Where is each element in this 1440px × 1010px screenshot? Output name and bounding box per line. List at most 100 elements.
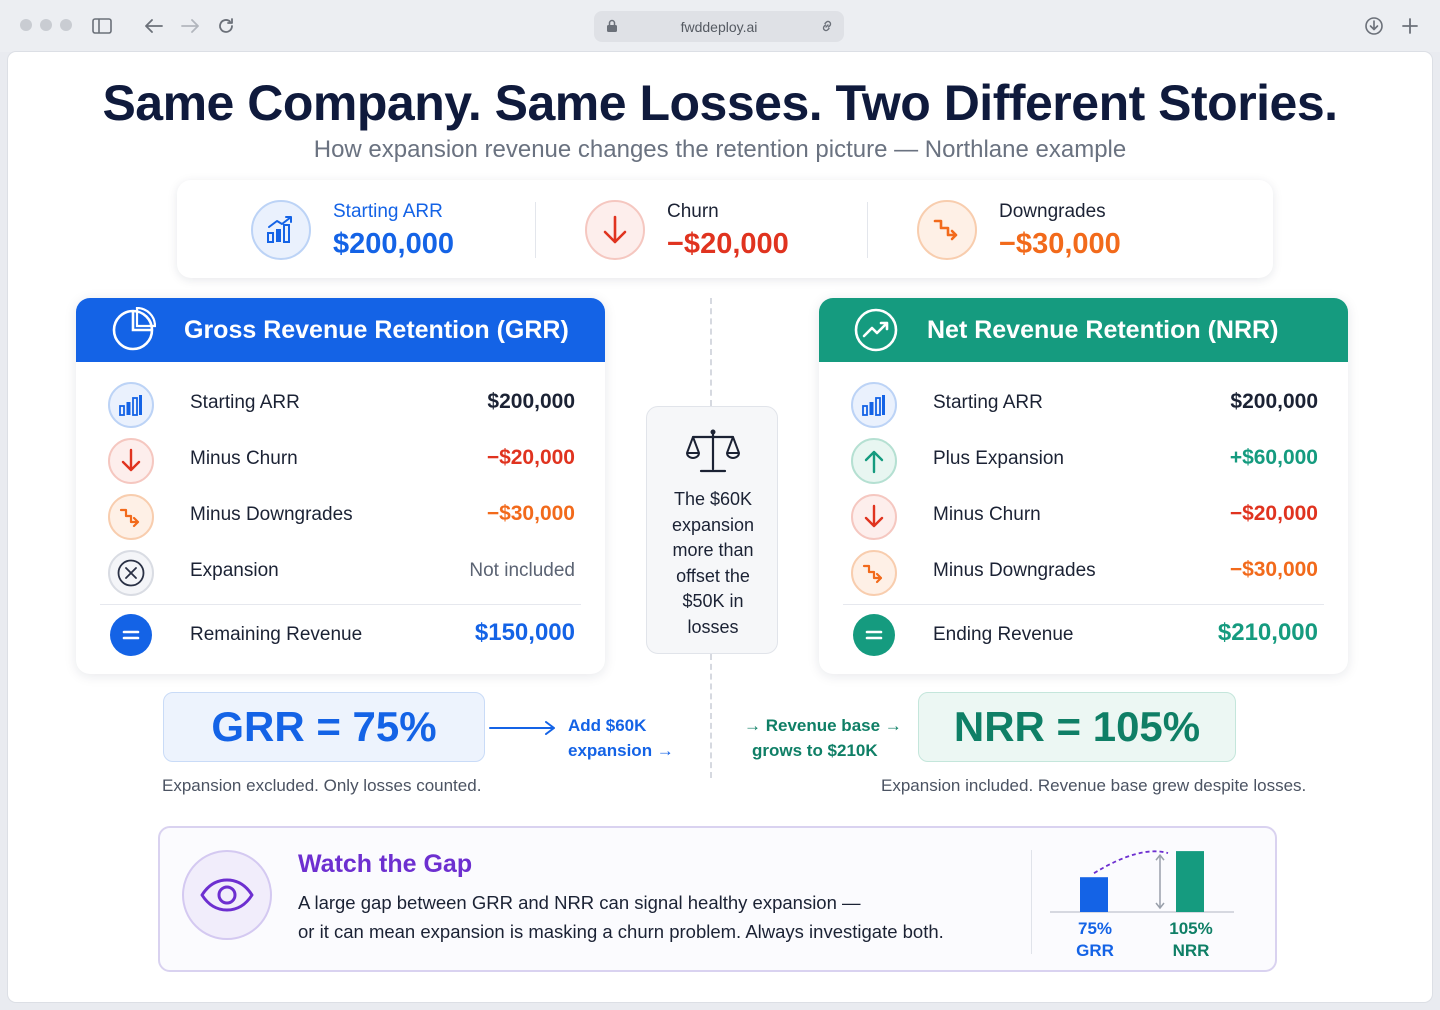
gap-height-arrow: [1155, 853, 1165, 910]
new-tab-icon[interactable]: [1398, 14, 1422, 38]
row-value: +$60,000: [1229, 446, 1318, 469]
summary-value: $200,000: [333, 228, 454, 260]
nrr-row-churn: Minus Churn −$20,000: [819, 488, 1348, 544]
bar-chart-icon: [108, 382, 154, 428]
page-content: Same Company. Same Losses. Two Different…: [8, 52, 1432, 1002]
row-value: Not included: [469, 560, 575, 581]
address-bar[interactable]: fwddeploy.ai: [594, 11, 844, 42]
sidebar-toggle-icon[interactable]: [90, 14, 114, 38]
equals-icon: [853, 614, 895, 656]
flow-line: grows to $210K: [752, 741, 878, 760]
nrr-divider: [843, 604, 1324, 605]
bar-pct: 75%: [1077, 919, 1113, 938]
grr-bar-label: 75% GRR: [1060, 918, 1130, 962]
pie-chart-icon: [108, 305, 158, 355]
x-circle-icon: [108, 550, 154, 596]
row-label: Expansion: [190, 560, 279, 581]
row-value: $150,000: [474, 619, 575, 646]
nrr-card-header: Net Revenue Retention (NRR): [819, 298, 1348, 362]
row-value: $200,000: [487, 390, 575, 413]
row-label: Starting ARR: [190, 392, 300, 413]
center-callout-text: The $60K expansion more than offset the …: [647, 487, 779, 640]
grr-row-total: Remaining Revenue $150,000: [76, 610, 605, 666]
gap-title: Watch the Gap: [298, 850, 473, 878]
bar-name: NRR: [1172, 941, 1210, 960]
nrr-row-downgrades: Minus Downgrades −$30,000: [819, 544, 1348, 600]
nrr-note: Expansion included. Revenue base grew de…: [881, 776, 1307, 795]
close-window-button[interactable]: [20, 19, 32, 31]
row-label: Minus Downgrades: [190, 504, 353, 525]
summary-value: −$20,000: [667, 228, 789, 260]
row-value: $210,000: [1217, 619, 1318, 646]
forward-arrow-icon[interactable]: [178, 14, 202, 38]
equals-icon: [110, 614, 152, 656]
minimize-window-button[interactable]: [40, 19, 52, 31]
grr-card-header: Gross Revenue Retention (GRR): [76, 298, 605, 362]
summary-strip: Starting ARR $200,000 Churn −$20,000 Dow…: [177, 180, 1273, 278]
callout-line: $50K in: [682, 591, 744, 611]
grr-flow-text: Add $60K expansion →: [568, 713, 674, 763]
nrr-bar-label: 105% NRR: [1156, 918, 1226, 962]
nrr-flow-text: → Revenue base → grows to $210K: [744, 713, 902, 763]
grr-heading: Gross Revenue Retention (GRR): [184, 315, 569, 344]
gap-arc: [1093, 850, 1169, 874]
arrow-up-icon: [851, 438, 897, 484]
arrow-down-icon: [585, 200, 645, 260]
row-value: −$20,000: [1229, 502, 1318, 525]
arrow-down-icon: [108, 438, 154, 484]
grr-row-churn: Minus Churn −$20,000: [76, 432, 605, 488]
lock-icon: [606, 19, 618, 36]
zoom-window-button[interactable]: [60, 19, 72, 31]
grr-row-expansion: Expansion Not included: [76, 544, 605, 600]
window-controls[interactable]: [20, 19, 72, 31]
arrow-down-icon: [851, 494, 897, 540]
flow-line: expansion →: [568, 741, 674, 760]
gap-text-line: or it can mean expansion is masking a ch…: [298, 921, 944, 942]
grr-note: Expansion excluded. Only losses counted.: [162, 776, 482, 795]
row-value: −$30,000: [486, 502, 575, 525]
row-label: Plus Expansion: [933, 448, 1064, 469]
flow-line: Add $60K: [568, 716, 647, 735]
row-label: Minus Downgrades: [933, 560, 1096, 581]
bar-chart-icon: [251, 200, 311, 260]
callout-line: more than: [672, 540, 754, 560]
step-down-icon: [108, 494, 154, 540]
grr-row-downgrades: Minus Downgrades −$30,000: [76, 488, 605, 544]
row-label: Starting ARR: [933, 392, 1043, 413]
callout-line: The $60K: [673, 489, 753, 509]
center-divider-top: [710, 298, 712, 406]
callout-line: offset the: [676, 565, 750, 586]
summary-label: Downgrades: [999, 201, 1106, 222]
bar-name: GRR: [1076, 941, 1114, 960]
grr-bar: [1080, 877, 1108, 912]
browser-toolbar: fwddeploy.ai: [0, 0, 1440, 52]
row-label: Minus Churn: [933, 504, 1041, 525]
row-label: Remaining Revenue: [190, 624, 363, 645]
row-label: Ending Revenue: [933, 624, 1074, 645]
back-arrow-icon[interactable]: [142, 14, 166, 38]
row-label: Minus Churn: [190, 448, 298, 469]
center-divider-bottom: [710, 654, 712, 778]
bar-pct: 105%: [1169, 919, 1213, 938]
link-icon[interactable]: [820, 19, 834, 36]
row-value: $200,000: [1230, 390, 1318, 413]
nrr-heading: Net Revenue Retention (NRR): [927, 315, 1279, 344]
eye-icon: [182, 850, 272, 940]
reload-icon[interactable]: [214, 14, 238, 38]
gap-text-line: A large gap between GRR and NRR can sign…: [298, 892, 861, 913]
download-icon[interactable]: [1362, 14, 1386, 38]
grr-row-starting-arr: Starting ARR $200,000: [76, 376, 605, 432]
summary-divider: [535, 202, 536, 258]
grr-divider: [100, 604, 581, 605]
gap-text: A large gap between GRR and NRR can sign…: [298, 888, 944, 946]
nrr-card: Net Revenue Retention (NRR) Starting ARR…: [819, 298, 1348, 674]
arrow-right-icon: [489, 721, 555, 735]
flow-line: → Revenue base →: [744, 716, 902, 735]
grr-result-box: GRR = 75%: [163, 692, 485, 762]
watch-the-gap-panel: Watch the Gap A large gap between GRR an…: [158, 826, 1277, 972]
url-text: fwddeploy.ai: [680, 18, 758, 35]
row-value: −$30,000: [1229, 558, 1318, 581]
balance-scale-icon: [685, 427, 741, 480]
nrr-row-starting-arr: Starting ARR $200,000: [819, 376, 1348, 432]
nrr-row-total: Ending Revenue $210,000: [819, 610, 1348, 666]
